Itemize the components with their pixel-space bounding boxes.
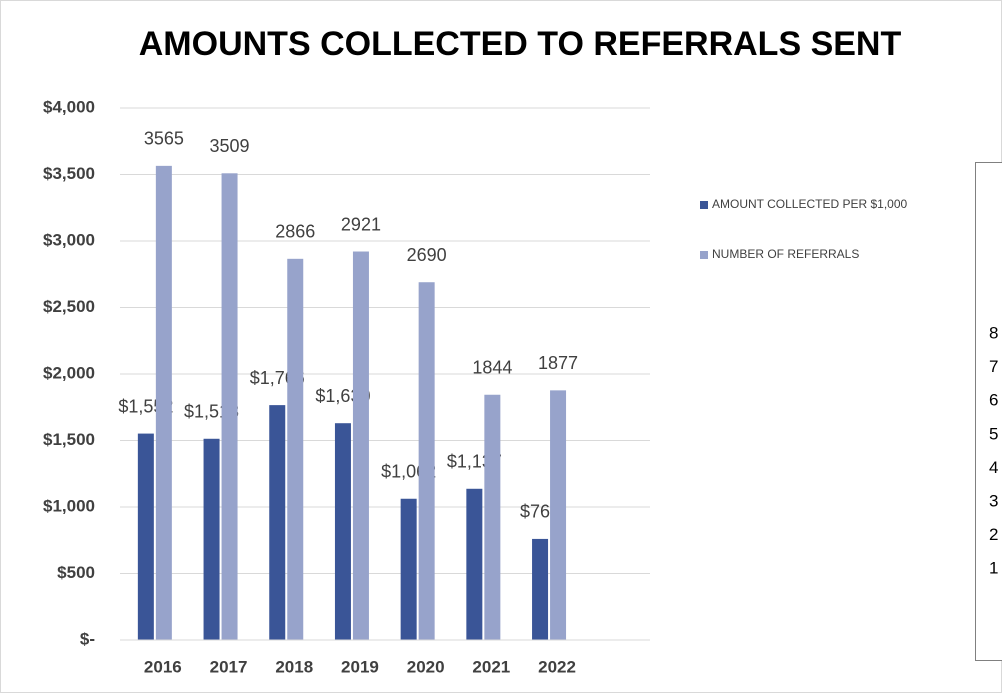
y-tick-label: $2,000 (43, 363, 95, 382)
legend-label: NUMBER OF REFERRALS (712, 247, 859, 261)
side-label: 1 (989, 559, 998, 578)
data-label: 1844 (472, 357, 512, 377)
bar (400, 498, 417, 640)
data-label: 2921 (341, 214, 381, 234)
side-label: 4 (989, 458, 998, 477)
side-label: 5 (989, 424, 998, 443)
data-label: 1877 (538, 353, 578, 373)
y-tick-label: $1,500 (43, 430, 95, 449)
data-label: 3565 (144, 129, 184, 149)
y-tick-label: $3,000 (43, 230, 95, 249)
x-tick-label: 2020 (407, 657, 445, 676)
bar (287, 258, 304, 640)
y-tick-label: $500 (57, 563, 95, 582)
bar (532, 538, 549, 640)
data-label: 3509 (210, 136, 250, 156)
legend-swatch (700, 201, 708, 209)
legend-swatch (700, 251, 708, 259)
x-tick-label: 2018 (275, 657, 313, 676)
bar (334, 423, 351, 640)
chart-title: AMOUNTS COLLECTED TO REFERRALS SENT (139, 25, 902, 63)
bar (137, 433, 154, 640)
y-tick-label: $3,500 (43, 164, 95, 183)
y-tick-label: $- (80, 629, 95, 648)
bar (203, 438, 220, 640)
x-tick-label: 2022 (538, 657, 576, 676)
side-label: 2 (989, 525, 998, 544)
side-label: 6 (989, 391, 998, 410)
y-tick-label: $4,000 (43, 97, 95, 116)
y-tick-label: $2,500 (43, 297, 95, 316)
x-tick-label: 2017 (210, 657, 248, 676)
legend-label: AMOUNT COLLECTED PER $1,000 (712, 197, 908, 211)
data-label: 2866 (275, 222, 315, 242)
bar (550, 390, 567, 640)
side-label: 3 (989, 491, 998, 510)
bar (269, 405, 286, 640)
bar (221, 173, 238, 641)
y-tick-label: $1,000 (43, 496, 95, 515)
data-label: 2690 (407, 245, 447, 265)
x-tick-label: 2016 (144, 657, 182, 676)
bar (484, 394, 501, 640)
bar (352, 251, 369, 640)
x-tick-label: 2021 (472, 657, 510, 676)
side-label: 7 (989, 357, 998, 376)
bar (155, 165, 172, 641)
bar (466, 488, 483, 640)
bar (418, 282, 435, 640)
side-label: 8 (989, 323, 998, 342)
side-panel (975, 162, 1002, 661)
x-tick-label: 2019 (341, 657, 379, 676)
